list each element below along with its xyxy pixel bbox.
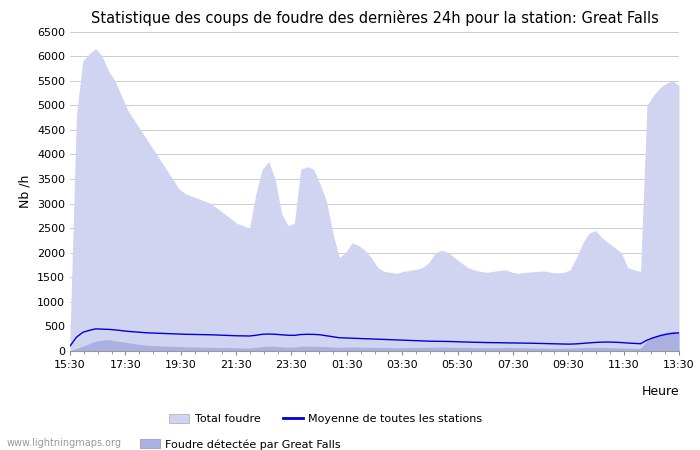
Y-axis label: Nb /h: Nb /h	[18, 175, 32, 208]
Title: Statistique des coups de foudre des dernières 24h pour la station: Great Falls: Statistique des coups de foudre des dern…	[90, 10, 659, 26]
Text: Heure: Heure	[641, 385, 679, 398]
Text: www.lightningmaps.org: www.lightningmaps.org	[7, 438, 122, 448]
Legend: Foudre détectée par Great Falls: Foudre détectée par Great Falls	[136, 435, 346, 450]
